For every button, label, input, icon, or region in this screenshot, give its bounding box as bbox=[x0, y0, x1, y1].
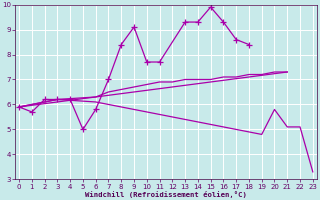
X-axis label: Windchill (Refroidissement éolien,°C): Windchill (Refroidissement éolien,°C) bbox=[85, 191, 247, 198]
